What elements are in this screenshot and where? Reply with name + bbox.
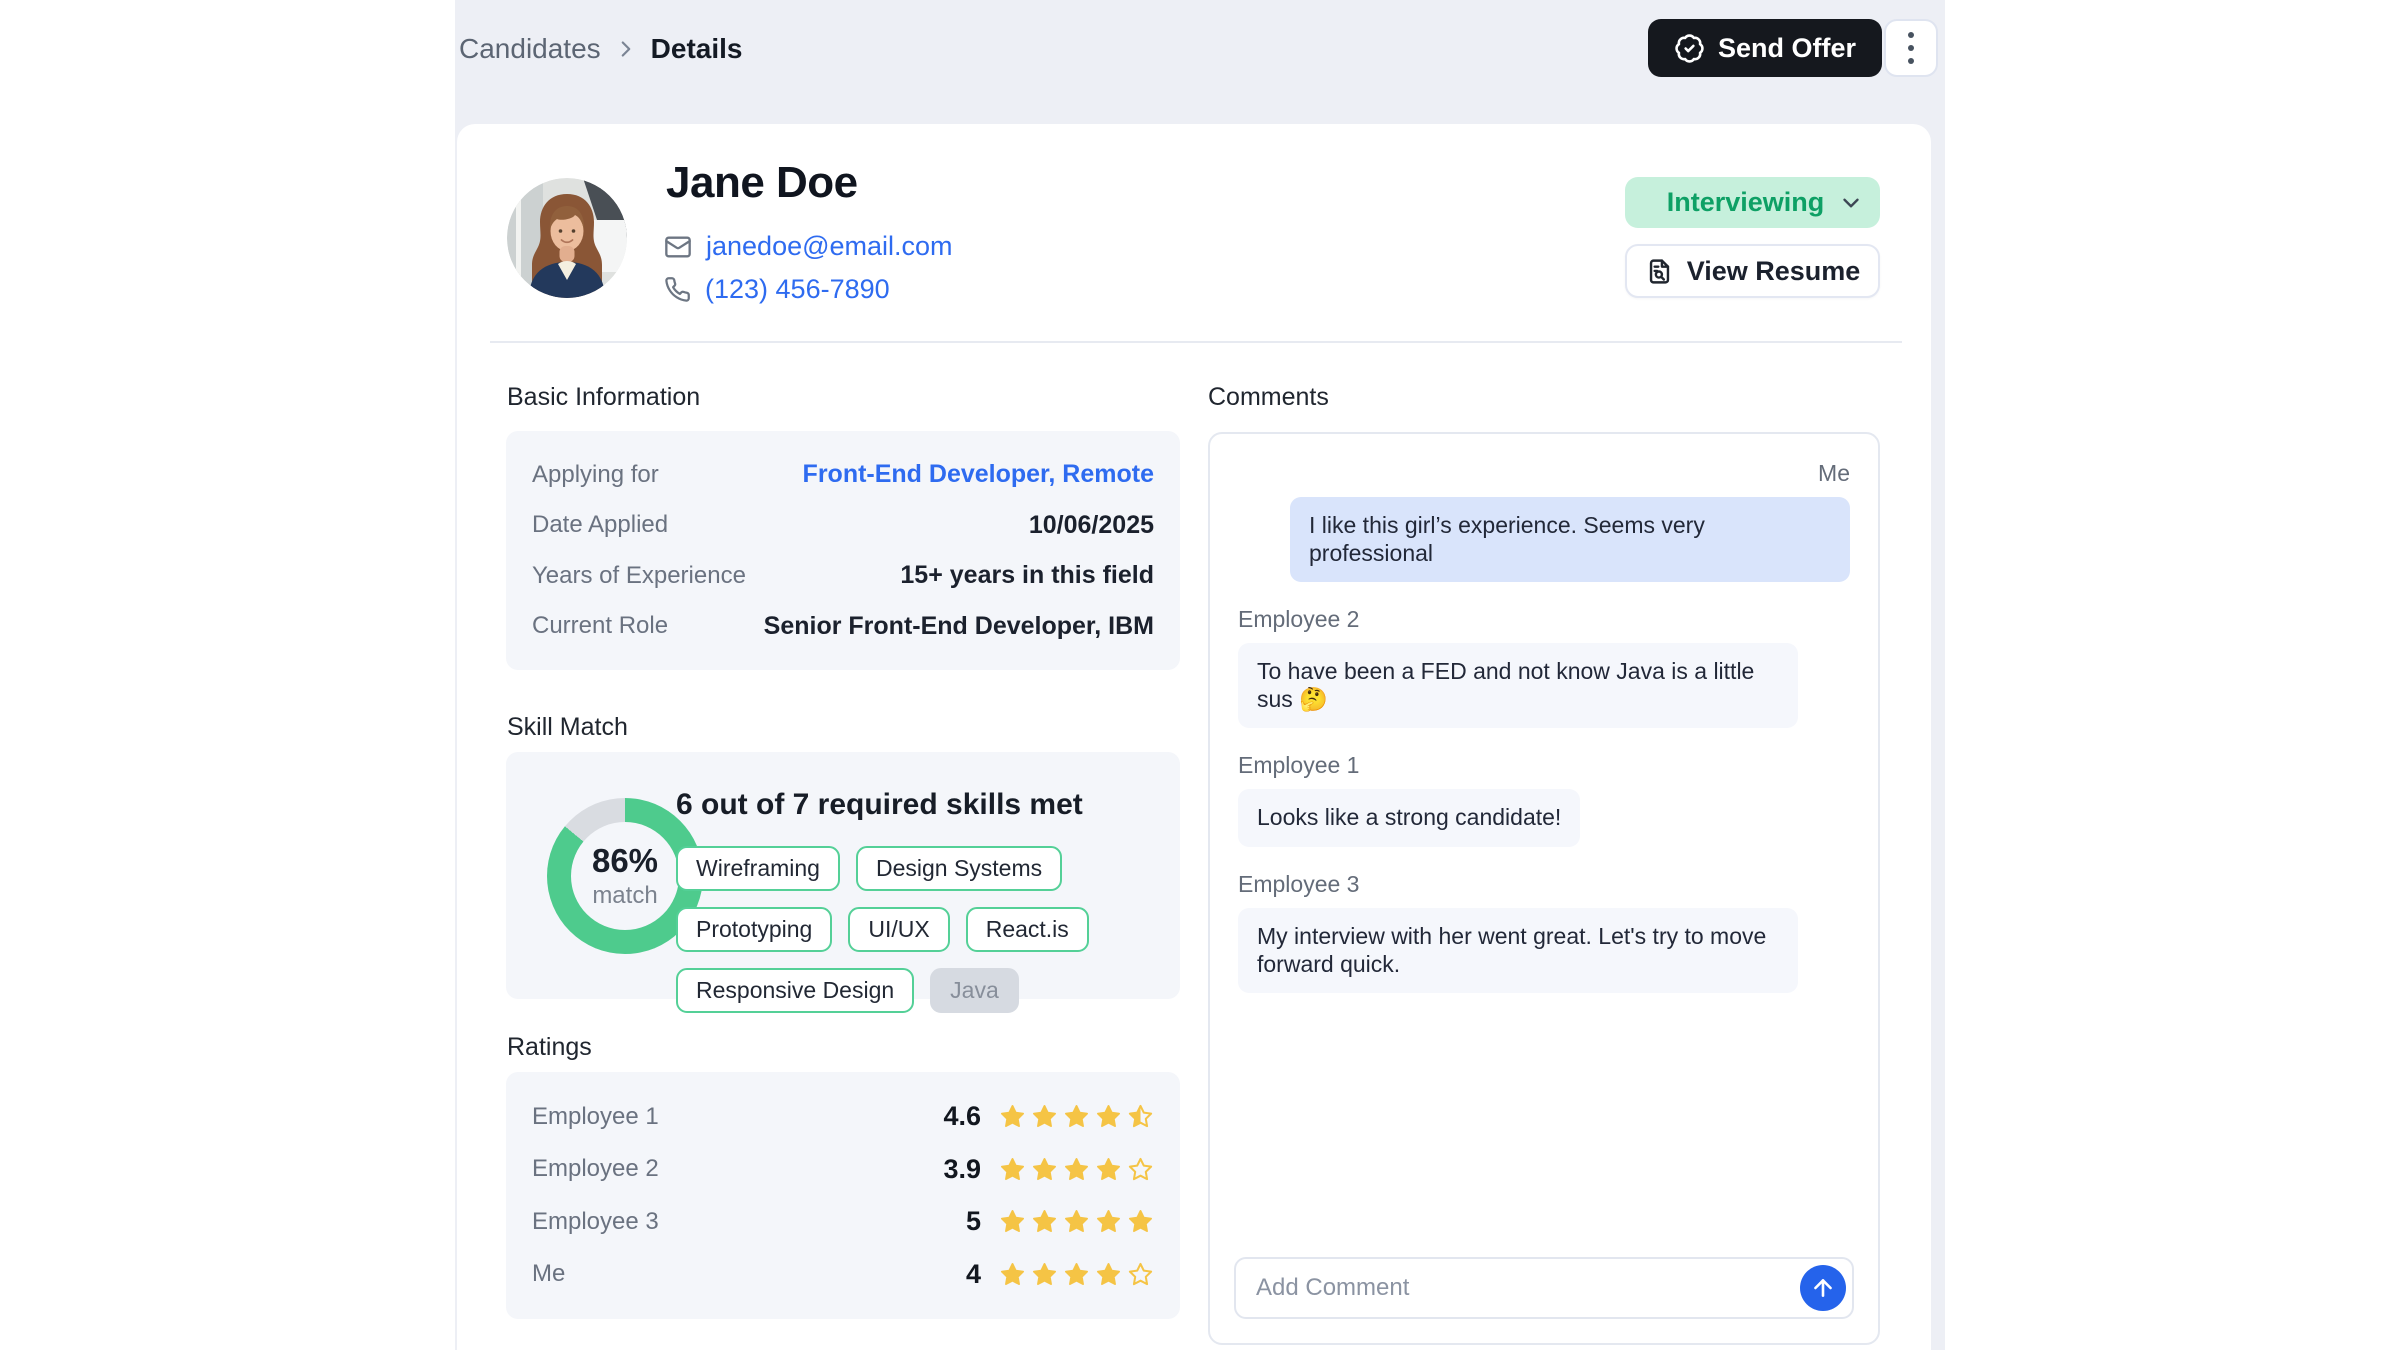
file-search-icon <box>1645 257 1674 286</box>
view-resume-label: View Resume <box>1686 255 1861 286</box>
rater-name: Me <box>532 1260 566 1288</box>
skill-chip: Wireframing <box>676 846 840 891</box>
skill-match-sublabel: match <box>592 882 658 909</box>
chevron-right-icon <box>613 36 639 62</box>
comment-message: Employee 2 To have been a FED and not kn… <box>1238 606 1850 729</box>
comment-bubble: Looks like a strong candidate! <box>1238 789 1581 847</box>
skill-match-panel: 86% match 6 out of 7 required skills met… <box>506 752 1180 1013</box>
rating-row: Employee 2 3.9 <box>532 1154 1154 1185</box>
skill-match-percent: 86% <box>591 842 659 879</box>
basic-info-panel: Applying for Front-End Developer, Remote… <box>506 431 1180 670</box>
candidate-email-link[interactable]: janedoe@email.com <box>706 231 953 261</box>
comment-author: Employee 3 <box>1238 870 1360 897</box>
comments-card: Me I like this girl’s experience. Seems … <box>1208 432 1880 1345</box>
comments-title: Comments <box>1208 383 1329 411</box>
skills-met-headline: 6 out of 7 required skills met <box>676 788 1083 821</box>
mail-icon <box>664 233 692 261</box>
breadcrumb: Candidates Details <box>459 28 742 70</box>
send-comment-button[interactable] <box>1800 1265 1846 1311</box>
info-value: 10/06/2025 <box>1028 510 1154 539</box>
comment-author: Employee 2 <box>1238 606 1360 633</box>
avatar <box>507 178 627 298</box>
more-options-button[interactable] <box>1884 19 1938 77</box>
comment-author: Employee 1 <box>1238 752 1360 779</box>
badge-check-icon <box>1674 33 1705 64</box>
info-label: Years of Experience <box>532 561 746 589</box>
skill-chip: UI/UX <box>848 907 950 952</box>
info-row: Date Applied 10/06/2025 <box>532 511 1154 540</box>
comments-thread: Me I like this girl’s experience. Seems … <box>1238 460 1850 1017</box>
rating-value: 5 <box>965 1206 981 1237</box>
info-row: Applying for Front-End Developer, Remote <box>532 460 1154 489</box>
rating-row: Me 4 <box>532 1259 1154 1290</box>
send-offer-label: Send Offer <box>1718 32 1857 63</box>
skill-chip: Design Systems <box>855 846 1063 891</box>
star-rating <box>999 1208 1154 1235</box>
comment-bubble: My interview with her went great. Let's … <box>1238 907 1798 994</box>
ratings-panel: Employee 1 4.6 Employee 2 3.9 Employee 3… <box>506 1072 1180 1319</box>
info-label: Date Applied <box>532 511 669 539</box>
rater-name: Employee 3 <box>532 1207 659 1235</box>
kebab-dot <box>1908 32 1914 38</box>
info-value: 15+ years in this field <box>900 561 1154 590</box>
breadcrumb-candidates[interactable]: Candidates <box>459 33 601 64</box>
info-value: Senior Front-End Developer, IBM <box>763 611 1154 640</box>
kebab-dot <box>1908 58 1914 64</box>
rating-value: 3.9 <box>943 1153 981 1184</box>
rating-row: Employee 3 5 <box>532 1206 1154 1237</box>
star-rating <box>999 1261 1154 1288</box>
chevron-down-icon <box>1838 190 1864 216</box>
star-rating <box>999 1156 1154 1183</box>
status-dropdown[interactable]: Interviewing <box>1625 177 1880 228</box>
skill-chip: Prototyping <box>676 907 833 952</box>
phone-icon <box>664 276 691 303</box>
comment-message: Employee 1 Looks like a strong candidate… <box>1238 752 1850 847</box>
arrow-up-icon <box>1810 1275 1836 1301</box>
skill-chips: Wireframing Design Systems Prototyping UI/U… <box>676 846 1168 1013</box>
rater-name: Employee 2 <box>532 1155 659 1183</box>
breadcrumb-details: Details <box>650 33 743 64</box>
rating-value: 4.6 <box>943 1101 981 1132</box>
comment-author: Me <box>1818 460 1850 486</box>
info-label: Current Role <box>532 612 669 640</box>
status-label: Interviewing <box>1666 187 1825 217</box>
rating-row: Employee 1 4.6 <box>532 1101 1154 1132</box>
ratings-title: Ratings <box>507 1033 592 1061</box>
comment-bubble: To have been a FED and not know Java is … <box>1238 643 1798 729</box>
view-resume-button[interactable]: View Resume <box>1625 244 1880 298</box>
candidate-phone-link[interactable]: (123) 456-7890 <box>705 274 890 304</box>
kebab-dot <box>1908 45 1914 51</box>
comment-message: Employee 3 My interview with her went gr… <box>1238 870 1850 994</box>
star-rating <box>999 1103 1154 1130</box>
rater-name: Employee 1 <box>532 1102 659 1130</box>
add-comment-input[interactable] <box>1234 1257 1854 1319</box>
comment-message: Me I like this girl’s experience. Seems … <box>1238 460 1850 583</box>
header-divider <box>490 341 1902 343</box>
basic-info-title: Basic Information <box>507 383 701 411</box>
rating-value: 4 <box>965 1258 981 1289</box>
comment-bubble: I like this girl’s experience. Seems ver… <box>1290 497 1850 583</box>
info-label: Applying for <box>532 460 659 488</box>
skill-chip: Responsive Design <box>676 968 915 1013</box>
candidate-name: Jane Doe <box>666 158 858 207</box>
skill-chip: Java <box>930 968 1019 1013</box>
skill-match-title: Skill Match <box>507 713 628 741</box>
skill-match-donut: 86% match <box>547 798 703 954</box>
info-row: Years of Experience 15+ years in this fi… <box>532 561 1154 590</box>
send-offer-button[interactable]: Send Offer <box>1648 19 1883 77</box>
info-value[interactable]: Front-End Developer, Remote <box>802 460 1154 489</box>
skill-chip: React.is <box>965 907 1089 952</box>
info-row: Current Role Senior Front-End Developer,… <box>532 612 1154 641</box>
